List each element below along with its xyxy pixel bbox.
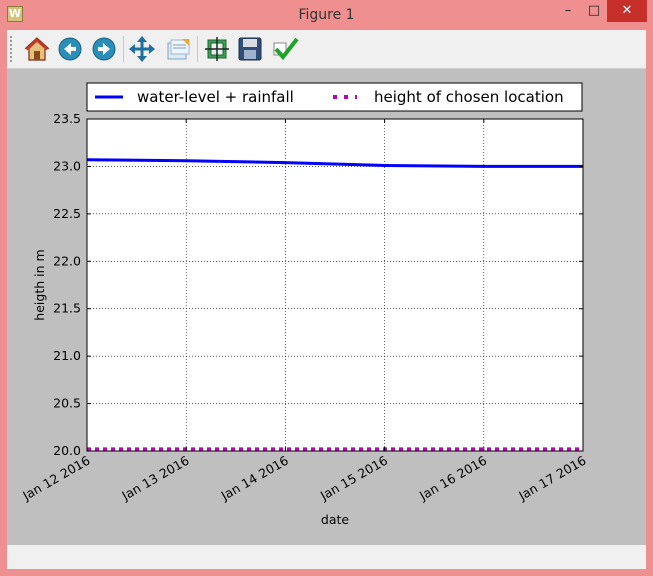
figure-canvas[interactable]: 20.0 20.5 21.0 21.5 22.0 22.5 23.0 23.5 Jan 12 …	[7, 69, 646, 545]
forward-icon	[92, 37, 116, 61]
y-tick-label: 22.0	[53, 253, 81, 268]
legend-label: height of chosen location	[374, 88, 564, 106]
maximize-button[interactable]: □	[587, 3, 601, 18]
save-button[interactable]	[236, 35, 264, 63]
y-tick-label: 20.5	[53, 396, 81, 411]
home-button[interactable]	[23, 35, 51, 63]
forward-button[interactable]	[90, 35, 118, 63]
back-icon	[58, 37, 82, 61]
x-axis-label: date	[321, 512, 349, 527]
subplots-button[interactable]	[203, 35, 231, 63]
app-icon: W	[7, 6, 23, 22]
y-tick-label: 23.5	[53, 111, 81, 126]
toolbar-separator	[197, 36, 198, 62]
x-tick-label: Jan 17 2016	[515, 453, 588, 504]
window-title: Figure 1	[298, 7, 355, 23]
zoom-button[interactable]	[164, 35, 192, 63]
home-icon	[24, 37, 50, 61]
minimize-button[interactable]: –	[564, 3, 572, 18]
legend-label: water-level + rainfall	[137, 88, 294, 106]
save-icon	[238, 37, 262, 61]
title-bar[interactable]: W Figure 1 – □ ✕	[0, 0, 653, 30]
y-tick-label: 21.5	[53, 301, 81, 316]
status-bar	[7, 545, 646, 569]
back-button[interactable]	[56, 35, 84, 63]
edit-axis-button[interactable]	[271, 35, 299, 63]
x-tick-label: Jan 12 2016	[19, 453, 92, 504]
x-tick-label: Jan 14 2016	[218, 453, 291, 504]
line-chart[interactable]: 20.0 20.5 21.0 21.5 22.0 22.5 23.0 23.5 Jan 12 …	[7, 69, 646, 545]
pan-button[interactable]	[128, 35, 156, 63]
x-tick-label: Jan 16 2016	[416, 453, 489, 504]
toolbar-grip[interactable]	[10, 36, 16, 62]
subplots-icon	[205, 37, 229, 61]
pan-icon	[129, 36, 155, 62]
close-button[interactable]: ✕	[607, 0, 647, 22]
navigation-toolbar	[7, 30, 646, 69]
plot-frame	[86, 118, 584, 452]
toolbar-separator	[123, 36, 124, 62]
y-tick-label: 21.0	[53, 348, 81, 363]
x-tick-label: Jan 13 2016	[118, 453, 191, 504]
plot-area	[87, 119, 583, 451]
series-line	[86, 158, 583, 168]
x-tick-label: Jan 15 2016	[317, 453, 390, 504]
edit-axis-icon	[273, 37, 299, 61]
zoom-icon	[167, 39, 190, 60]
legend: water-level + rainfall height of chosen l…	[86, 82, 583, 112]
y-tick-label: 23.0	[53, 158, 81, 173]
y-axis-label: heigth in m	[32, 249, 47, 320]
y-tick-label: 22.5	[53, 206, 81, 221]
y-tick-label: 20.0	[53, 443, 81, 458]
